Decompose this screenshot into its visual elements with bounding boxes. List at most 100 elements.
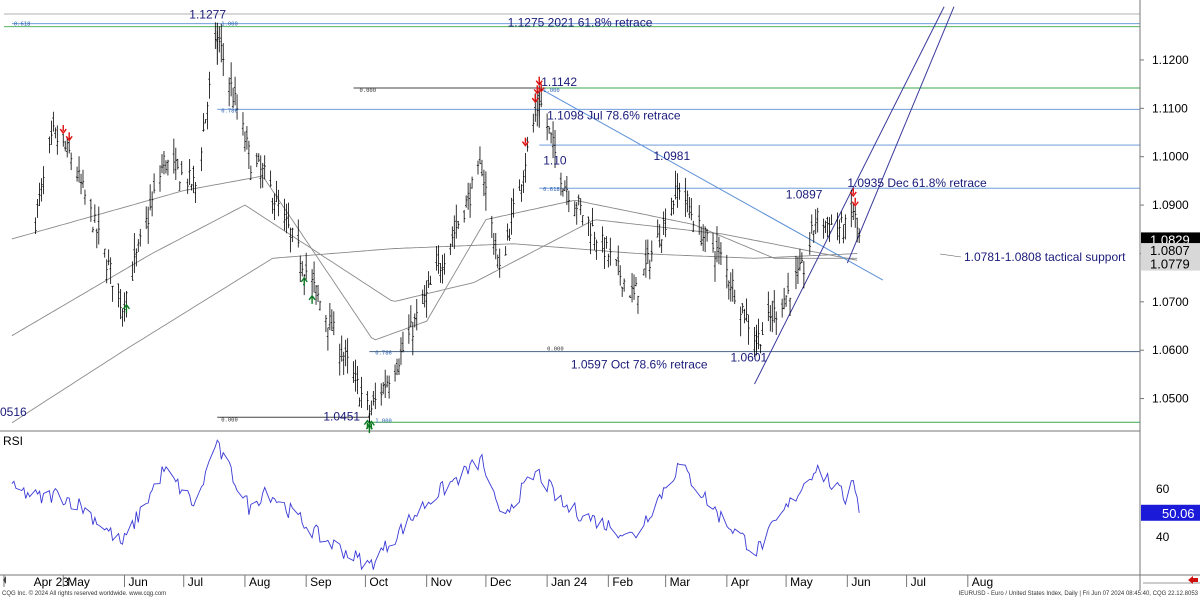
trendline xyxy=(538,87,884,281)
price-bar xyxy=(782,287,786,310)
buy-arrow-icon xyxy=(300,276,308,286)
price-bar xyxy=(273,193,276,220)
price-bar xyxy=(214,22,217,50)
moving-average-line xyxy=(11,243,858,424)
moving-average-line xyxy=(11,204,858,337)
price-bar xyxy=(429,275,432,285)
price-bar xyxy=(162,151,166,175)
price-bar xyxy=(206,101,209,130)
price-bar xyxy=(413,313,416,328)
price-bar xyxy=(605,236,608,249)
price-bar xyxy=(830,214,833,226)
fib-ratio-label: 1.000 xyxy=(375,418,392,424)
price-bar xyxy=(297,219,300,248)
price-bar xyxy=(532,113,535,133)
price-bar xyxy=(759,344,762,354)
price-tag-box xyxy=(1141,256,1200,271)
price-bar xyxy=(289,227,292,253)
price-bar xyxy=(119,289,122,320)
price-bar xyxy=(301,261,304,277)
price-bar xyxy=(146,206,150,244)
price-bar xyxy=(591,207,594,227)
price-bar xyxy=(255,152,258,168)
price-bar xyxy=(372,390,375,406)
price-bar xyxy=(741,303,744,314)
x-tick-label: Sep xyxy=(310,575,332,589)
price-bar xyxy=(484,171,488,211)
price-bar xyxy=(425,280,428,318)
price-bar xyxy=(482,169,486,197)
price-bar xyxy=(607,253,610,268)
price-bar xyxy=(439,263,442,283)
y-tick-label: 1.0600 xyxy=(1152,343,1189,357)
x-tick-label: Feb xyxy=(612,575,633,589)
price-bar xyxy=(634,276,638,287)
price-bar xyxy=(437,245,440,274)
price-bar xyxy=(508,228,511,241)
price-bar xyxy=(769,305,772,332)
price-bar xyxy=(526,136,529,152)
price-bar xyxy=(190,183,193,191)
price-bar xyxy=(587,216,590,237)
price-bar xyxy=(784,295,788,307)
x-tick-label: May xyxy=(790,575,813,589)
price-bar xyxy=(524,153,527,183)
price-bar xyxy=(540,86,543,108)
price-bar xyxy=(121,308,124,327)
price-bar xyxy=(715,226,719,263)
price-bar xyxy=(283,198,286,231)
price-bar xyxy=(816,207,819,233)
fib-ratio-label: 0.786 xyxy=(221,108,238,114)
price-bar xyxy=(229,62,233,97)
price-bar xyxy=(498,248,501,278)
x-tick-label: May xyxy=(67,575,90,589)
price-bar xyxy=(510,197,513,235)
price-bar xyxy=(690,198,693,221)
price-bar xyxy=(135,248,138,267)
price-bar xyxy=(620,286,624,297)
price-bar xyxy=(757,318,760,350)
x-tick-label: Nov xyxy=(431,575,452,589)
price-bar xyxy=(380,383,383,406)
x-tick-label: Apr 23 xyxy=(34,575,70,589)
price-tag-label: 1.0807 xyxy=(1150,243,1190,258)
price-bar xyxy=(595,239,598,260)
price-bar xyxy=(409,305,413,327)
price-bar xyxy=(767,291,770,322)
price-bar xyxy=(551,121,555,159)
x-tick-label: Jan 24 xyxy=(551,575,587,589)
rsi-value-label: 50.06 xyxy=(1162,506,1195,521)
price-bar xyxy=(111,285,114,302)
y-tick-label: 1.1000 xyxy=(1152,150,1189,164)
price-bar xyxy=(36,198,39,218)
price-bar xyxy=(109,257,112,284)
price-bar xyxy=(727,280,731,300)
price-bar xyxy=(711,232,715,253)
price-bar xyxy=(220,23,223,63)
price-bar xyxy=(152,173,156,194)
price-bar xyxy=(48,136,51,154)
price-bar xyxy=(188,159,191,186)
price-bar xyxy=(356,366,359,395)
price-bar xyxy=(346,338,349,374)
fib-ratio-label: 0.786 xyxy=(375,351,392,357)
price-bar xyxy=(105,259,108,284)
price-bar xyxy=(314,285,318,305)
retrace-level-label: 1.1098 Jul 78.6% retrace xyxy=(547,108,681,122)
price-bar xyxy=(504,246,507,256)
price-bar xyxy=(441,254,444,284)
price-bar xyxy=(107,249,110,266)
price-bar xyxy=(330,309,334,331)
sell-arrow-icon xyxy=(521,137,529,147)
price-bar xyxy=(466,182,470,210)
price-bar xyxy=(117,283,120,308)
price-bar xyxy=(326,327,330,351)
sell-arrow-icon xyxy=(537,83,545,93)
price-bar xyxy=(332,311,336,336)
trendlines xyxy=(538,6,955,385)
price-bar xyxy=(462,210,466,223)
price-extreme-label: 1.0601 xyxy=(730,351,767,365)
x-tick-label: Aug xyxy=(249,575,270,589)
moving-average-line xyxy=(11,175,858,341)
price-bar xyxy=(91,226,95,233)
